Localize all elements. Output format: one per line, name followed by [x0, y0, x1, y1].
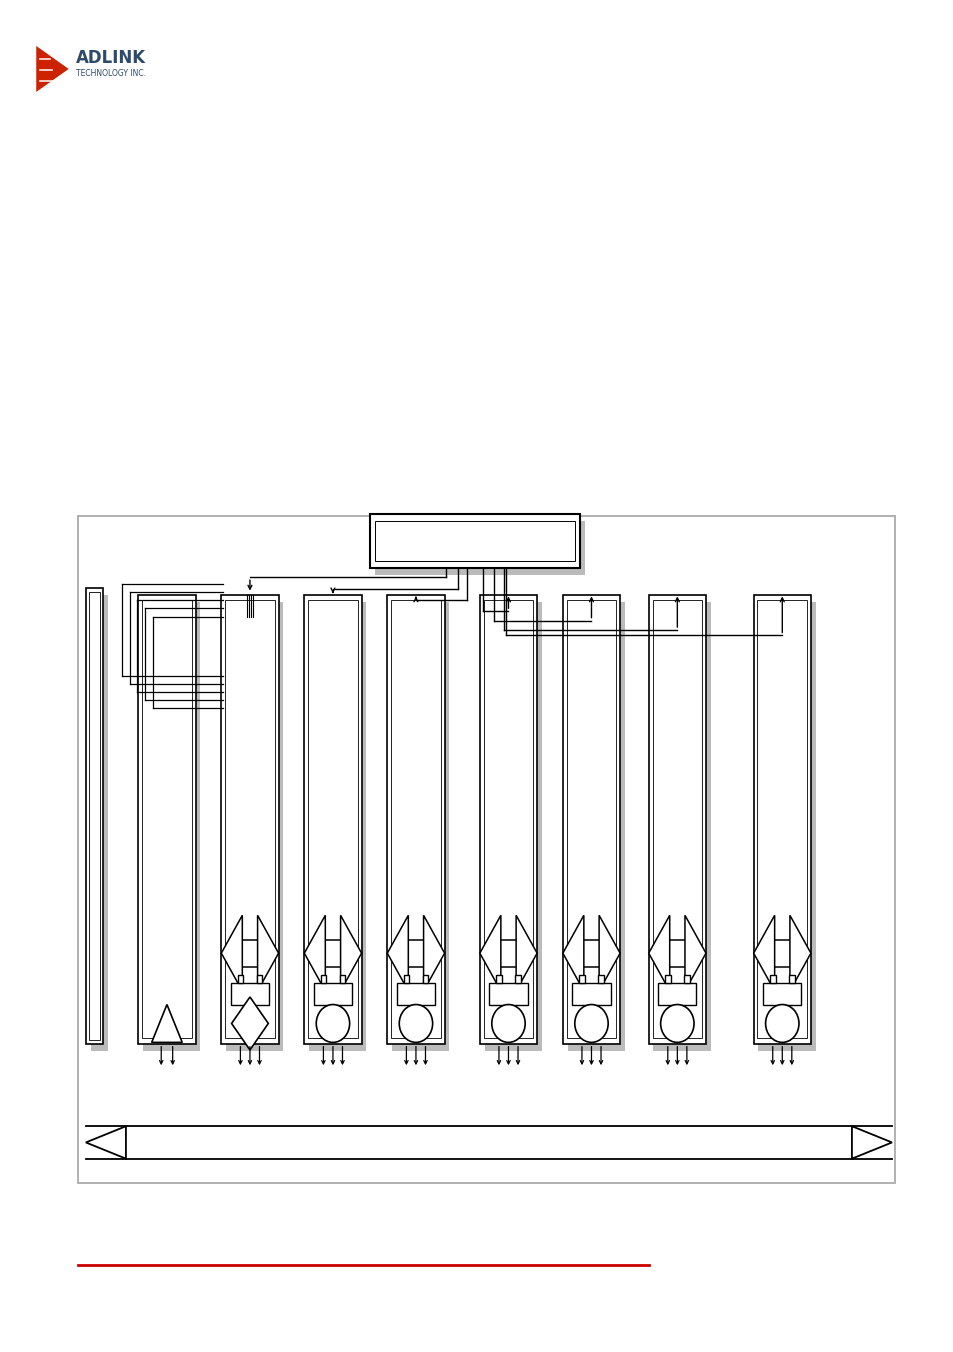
Polygon shape [598, 915, 619, 991]
Bar [664, 975, 670, 983]
Ellipse shape [764, 1005, 798, 1042]
Bar [658, 983, 696, 1005]
Polygon shape [340, 915, 361, 991]
Bar [484, 602, 541, 1051]
Bar [753, 595, 810, 1044]
Bar [237, 975, 243, 983]
Bar [515, 975, 520, 983]
Bar [483, 600, 533, 1038]
Bar [683, 975, 689, 983]
Bar [422, 975, 428, 983]
Bar [758, 602, 815, 1051]
Polygon shape [753, 915, 774, 991]
Ellipse shape [574, 1005, 608, 1042]
Bar [143, 602, 200, 1051]
Bar [496, 975, 501, 983]
Bar [138, 595, 195, 1044]
Bar [309, 602, 366, 1051]
Bar [757, 600, 806, 1038]
Bar [572, 983, 610, 1005]
Ellipse shape [398, 1005, 432, 1042]
Bar [314, 983, 352, 1005]
Bar [78, 516, 894, 1183]
Bar [562, 595, 619, 1044]
Bar [231, 983, 269, 1005]
Ellipse shape [492, 1005, 525, 1042]
Bar [225, 600, 274, 1038]
Bar [375, 521, 584, 575]
Bar [396, 983, 435, 1005]
Bar [89, 592, 100, 1040]
Bar [142, 600, 192, 1038]
Polygon shape [36, 46, 69, 92]
Polygon shape [423, 915, 444, 991]
Bar [370, 514, 579, 568]
Bar [226, 602, 283, 1051]
Bar [648, 595, 705, 1044]
Bar [308, 600, 357, 1038]
Bar [788, 975, 794, 983]
Bar [578, 975, 584, 983]
Bar [653, 602, 710, 1051]
Bar [762, 983, 801, 1005]
Bar [86, 588, 103, 1044]
Bar [598, 975, 603, 983]
Polygon shape [851, 1126, 891, 1159]
Polygon shape [684, 915, 705, 991]
Bar [403, 975, 409, 983]
Bar [769, 975, 775, 983]
Text: TECHNOLOGY INC.: TECHNOLOGY INC. [76, 69, 146, 77]
Bar [256, 975, 262, 983]
Bar [489, 983, 527, 1005]
Bar [387, 595, 444, 1044]
Bar [392, 602, 449, 1051]
Polygon shape [648, 915, 669, 991]
Ellipse shape [315, 1005, 349, 1042]
Bar [221, 595, 278, 1044]
Polygon shape [387, 915, 408, 991]
Polygon shape [304, 915, 325, 991]
Bar [375, 521, 575, 561]
Bar [339, 975, 345, 983]
Polygon shape [789, 915, 810, 991]
Polygon shape [479, 915, 500, 991]
Text: ADLINK: ADLINK [76, 49, 147, 68]
Polygon shape [516, 915, 537, 991]
Bar [320, 975, 326, 983]
Polygon shape [257, 915, 278, 991]
Polygon shape [86, 1126, 126, 1159]
Polygon shape [221, 915, 242, 991]
Bar [91, 595, 108, 1051]
Bar [391, 600, 440, 1038]
Ellipse shape [659, 1005, 694, 1042]
Bar [304, 595, 361, 1044]
Bar [652, 600, 701, 1038]
Polygon shape [232, 996, 268, 1051]
Polygon shape [152, 1005, 182, 1042]
Polygon shape [562, 915, 583, 991]
Bar [566, 600, 616, 1038]
Bar [567, 602, 624, 1051]
Bar [479, 595, 537, 1044]
